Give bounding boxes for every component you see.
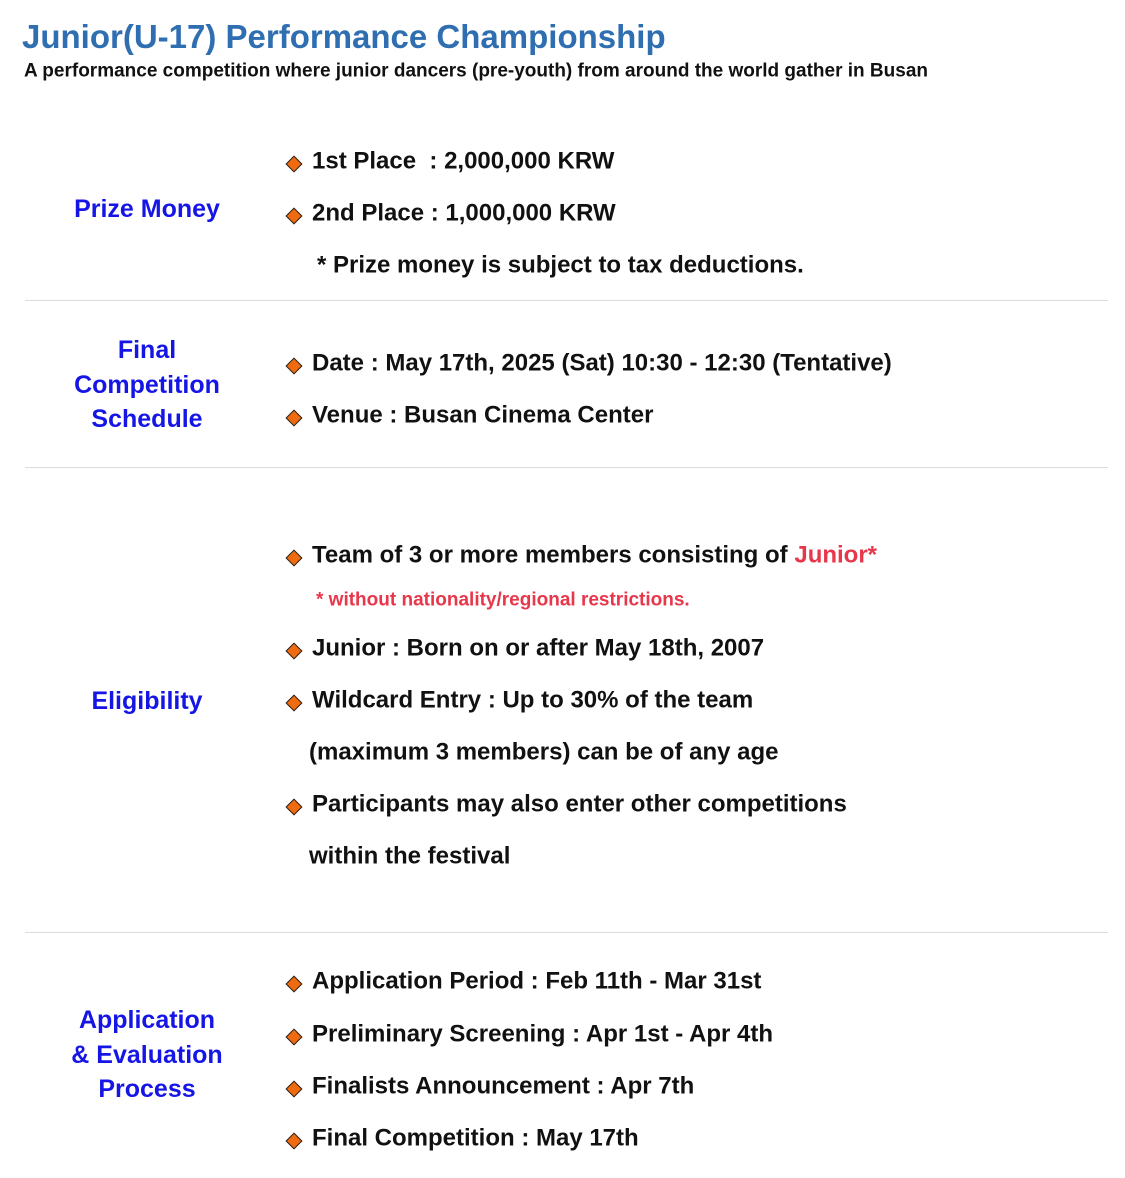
- bullet: [285, 975, 303, 993]
- bullet: [285, 1028, 303, 1046]
- item-line: (maximum 3 members) can be of any age: [309, 738, 779, 766]
- item-line: 1st Place : 2,000,000 KRW: [312, 147, 615, 175]
- subtitle: A performance competition where junior d…: [24, 60, 929, 82]
- section-label: Eligibility: [91, 687, 203, 715]
- bullet: [285, 1080, 303, 1098]
- item-line: Wildcard Entry : Up to 30% of the team: [312, 686, 754, 714]
- section-label: Schedule: [91, 405, 203, 433]
- title: Junior(U-17) Performance Championship: [22, 18, 666, 56]
- divider: [25, 300, 1108, 301]
- bullet: [285, 694, 303, 712]
- section-label: & Evaluation: [71, 1041, 223, 1069]
- bullet: [285, 357, 303, 375]
- item-line: Date : May 17th, 2025 (Sat) 10:30 - 12:3…: [312, 349, 892, 377]
- divider: [25, 932, 1108, 933]
- item-line: Participants may also enter other compet…: [312, 790, 847, 818]
- bullet: [285, 207, 303, 225]
- section-label: Final: [117, 336, 177, 364]
- bullet: [285, 798, 303, 816]
- item-line: Application Period : Feb 11th - Mar 31st: [312, 967, 762, 995]
- bullet: [285, 549, 303, 567]
- bullet: [285, 1132, 303, 1150]
- bullet: [285, 155, 303, 173]
- item-line: Team of 3 or more members consisting of …: [312, 541, 878, 569]
- item-line: Finalists Announcement : Apr 7th: [312, 1072, 695, 1100]
- bullet: [285, 409, 303, 427]
- item-line: 2nd Place : 1,000,000 KRW: [312, 199, 616, 227]
- item-line: within the festival: [309, 842, 511, 870]
- bullet: [285, 642, 303, 660]
- section-note: * Prize money is subject to tax deductio…: [317, 251, 804, 279]
- section-label: Process: [98, 1075, 196, 1103]
- highlight: Junior*: [794, 541, 878, 569]
- item-line: Final Competition : May 17th: [312, 1124, 639, 1152]
- section-label: Application: [78, 1006, 216, 1034]
- item-line: Junior : Born on or after May 18th, 2007: [312, 634, 765, 662]
- section-label: Prize Money: [74, 195, 220, 223]
- item-line: Preliminary Screening : Apr 1st - Apr 4t…: [312, 1020, 774, 1048]
- section-label: Competition: [74, 371, 220, 399]
- item-line: Venue : Busan Cinema Center: [312, 401, 654, 429]
- divider: [25, 467, 1108, 468]
- item-note: * without nationality/regional restricti…: [316, 589, 690, 611]
